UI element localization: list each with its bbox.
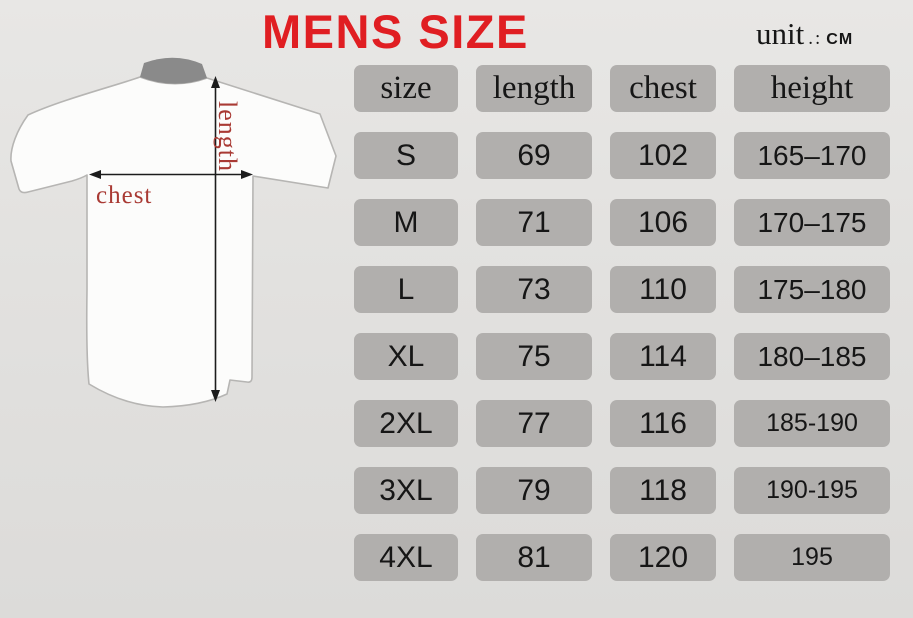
cell-M-height: 170–175 xyxy=(734,199,890,246)
cell-L-height: 175–180 xyxy=(734,266,890,313)
unit-indicator: unit .: CM xyxy=(756,16,853,52)
cell-XL-chest: 114 xyxy=(610,333,716,380)
cell-S-chest: 102 xyxy=(610,132,716,179)
cell-M-chest: 106 xyxy=(610,199,716,246)
cell-3XL-chest: 118 xyxy=(610,467,716,514)
cell-XL-size: XL xyxy=(354,333,458,380)
chest-label: chest xyxy=(96,182,152,209)
cell-3XL-length: 79 xyxy=(476,467,592,514)
header-cell-height: height xyxy=(734,65,890,112)
cell-4XL-height: 195 xyxy=(734,534,890,581)
tshirt-diagram: length chest xyxy=(10,57,337,408)
page-title: MENS SIZE xyxy=(262,5,529,58)
cell-2XL-length: 77 xyxy=(476,400,592,447)
cell-2XL-height: 185-190 xyxy=(734,400,890,447)
cell-S-length: 69 xyxy=(476,132,592,179)
cell-2XL-chest: 116 xyxy=(610,400,716,447)
cell-XL-height: 180–185 xyxy=(734,333,890,380)
cell-L-chest: 110 xyxy=(610,266,716,313)
cell-3XL-size: 3XL xyxy=(354,467,458,514)
cell-3XL-height: 190-195 xyxy=(734,467,890,514)
unit-word: unit xyxy=(756,16,805,51)
size-table: size length chest height S 69 102 165–170 M 71 106… xyxy=(354,65,890,581)
cell-XL-length: 75 xyxy=(476,333,592,380)
header-cell-length: length xyxy=(476,65,592,112)
cell-2XL-size: 2XL xyxy=(354,400,458,447)
cell-4XL-size: 4XL xyxy=(354,534,458,581)
tshirt-collar xyxy=(140,57,207,84)
cell-4XL-length: 81 xyxy=(476,534,592,581)
length-label: length xyxy=(213,101,242,172)
tshirt-outline xyxy=(10,76,337,408)
cell-L-length: 73 xyxy=(476,266,592,313)
cell-M-length: 71 xyxy=(476,199,592,246)
unit-value: CM xyxy=(826,31,854,48)
header-cell-chest: chest xyxy=(610,65,716,112)
unit-separator: .: xyxy=(808,28,823,49)
header-cell-size: size xyxy=(354,65,458,112)
cell-S-height: 165–170 xyxy=(734,132,890,179)
cell-4XL-chest: 120 xyxy=(610,534,716,581)
cell-M-size: M xyxy=(354,199,458,246)
length-arrow xyxy=(211,76,220,402)
cell-S-size: S xyxy=(354,132,458,179)
cell-L-size: L xyxy=(354,266,458,313)
chest-arrow xyxy=(89,170,253,179)
